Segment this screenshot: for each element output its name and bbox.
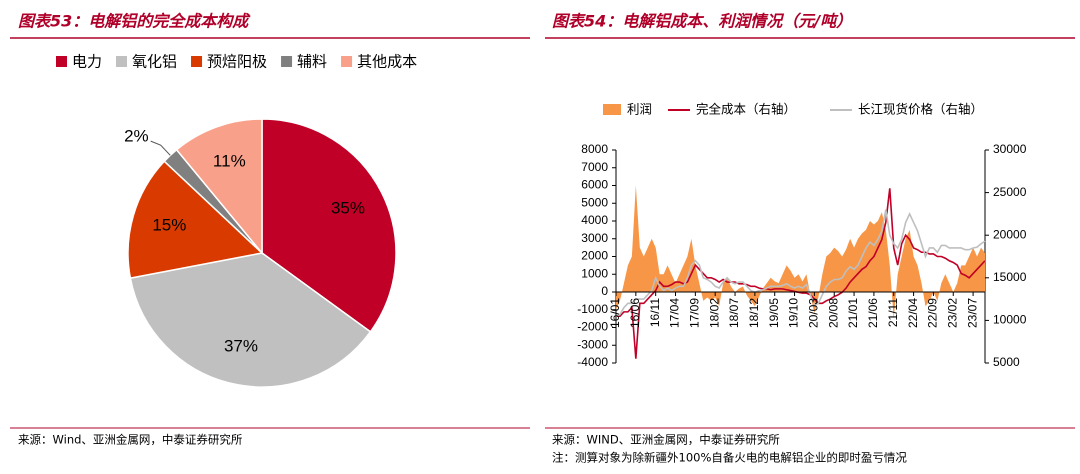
y-tick-label: 5000 [581,195,608,209]
y2-tick-label: 15000 [993,270,1027,284]
data-label: 15% [152,216,186,235]
chart-title: 图表54：电解铝成本、利润情况（元/吨） [552,12,852,31]
x-tick-label: 23/07 [965,298,979,328]
legend-label: 利润 [627,102,652,117]
pie-slice [127,160,264,279]
legend-label: 长江现货价格（右轴） [858,102,983,117]
legend-label: 预焙阳极 [207,53,267,71]
source: 来源：Wind、亚洲金属网，中泰证券研究所 [18,433,243,447]
x-tick-label: 21/11 [886,298,900,327]
chart-title: 图表53：电解铝的完全成本构成 [18,12,251,31]
x-tick-label: 19/05 [767,298,781,328]
y2-tick-label: 25000 [993,185,1027,199]
source: 来源：WIND、亚洲金属网，中泰证券研究所 [552,433,780,447]
x-tick-label: 18/12 [747,298,761,328]
y-tick-label: -2000 [577,320,608,334]
x-tick-label: 16/11 [648,298,662,327]
x-tick-label: 17/04 [668,298,682,328]
x-tick-label: 20/03 [807,298,821,328]
legend-label: 氧化铝 [132,53,177,71]
y-tick-label: 0 [601,284,608,298]
legend-swatch [341,56,353,67]
y-tick-label: -1000 [577,302,608,316]
y2-tick-label: 5000 [993,355,1020,369]
x-tick-label: 21/01 [846,298,860,328]
pie-slice [129,252,372,388]
data-label: 35% [331,199,365,218]
line [616,188,986,359]
legend-label: 完全成本（右轴） [696,102,796,117]
x-tick-label: 22/09 [926,298,940,328]
x-tick-label: 23/02 [945,298,959,328]
legend-label: 辅料 [297,53,327,71]
y2-tick-label: 30000 [993,142,1027,156]
pie-slice [261,118,397,333]
y-tick-label: -3000 [577,337,608,351]
y2-tick-label: 20000 [993,227,1027,241]
data-label: 2% [124,127,149,146]
pie-slice [175,118,263,256]
legend-label: 其他成本 [357,53,417,71]
x-tick-label: 16/06 [628,298,642,328]
y-tick-label: 1000 [581,266,608,280]
y-tick-label: 7000 [581,160,608,174]
x-tick-label: 18/07 [727,298,741,328]
x-tick-label: 18/02 [707,298,721,328]
x-tick-label: 16/01 [608,298,622,328]
data-label: 11% [213,152,246,171]
x-tick-label: 22/04 [906,298,920,328]
y-tick-label: 3000 [581,231,608,245]
legend-label: 电力 [72,53,102,71]
legend-swatch [603,104,621,115]
y-tick-label: 4000 [581,213,608,227]
legend-swatch [56,56,67,67]
y2-tick-label: 10000 [993,313,1027,327]
y-tick-label: 6000 [581,178,608,192]
x-tick-label: 20/08 [826,298,840,328]
leader-line [150,140,171,156]
y-tick-label: 8000 [581,142,608,156]
x-tick-label: 17/09 [688,298,702,328]
y-tick-label: 2000 [581,249,608,263]
legend-swatch [191,56,203,67]
data-label: 37% [224,337,258,356]
x-tick-label: 21/06 [866,298,880,328]
legend-swatch [116,56,128,67]
legend-swatch [281,56,293,67]
note: 注：测算对象为除新疆外100%自备火电的电解铝企业的即时盈亏情况 [552,451,907,465]
y-tick-label: -4000 [577,355,608,369]
x-tick-label: 19/10 [787,298,801,328]
line [615,209,986,317]
